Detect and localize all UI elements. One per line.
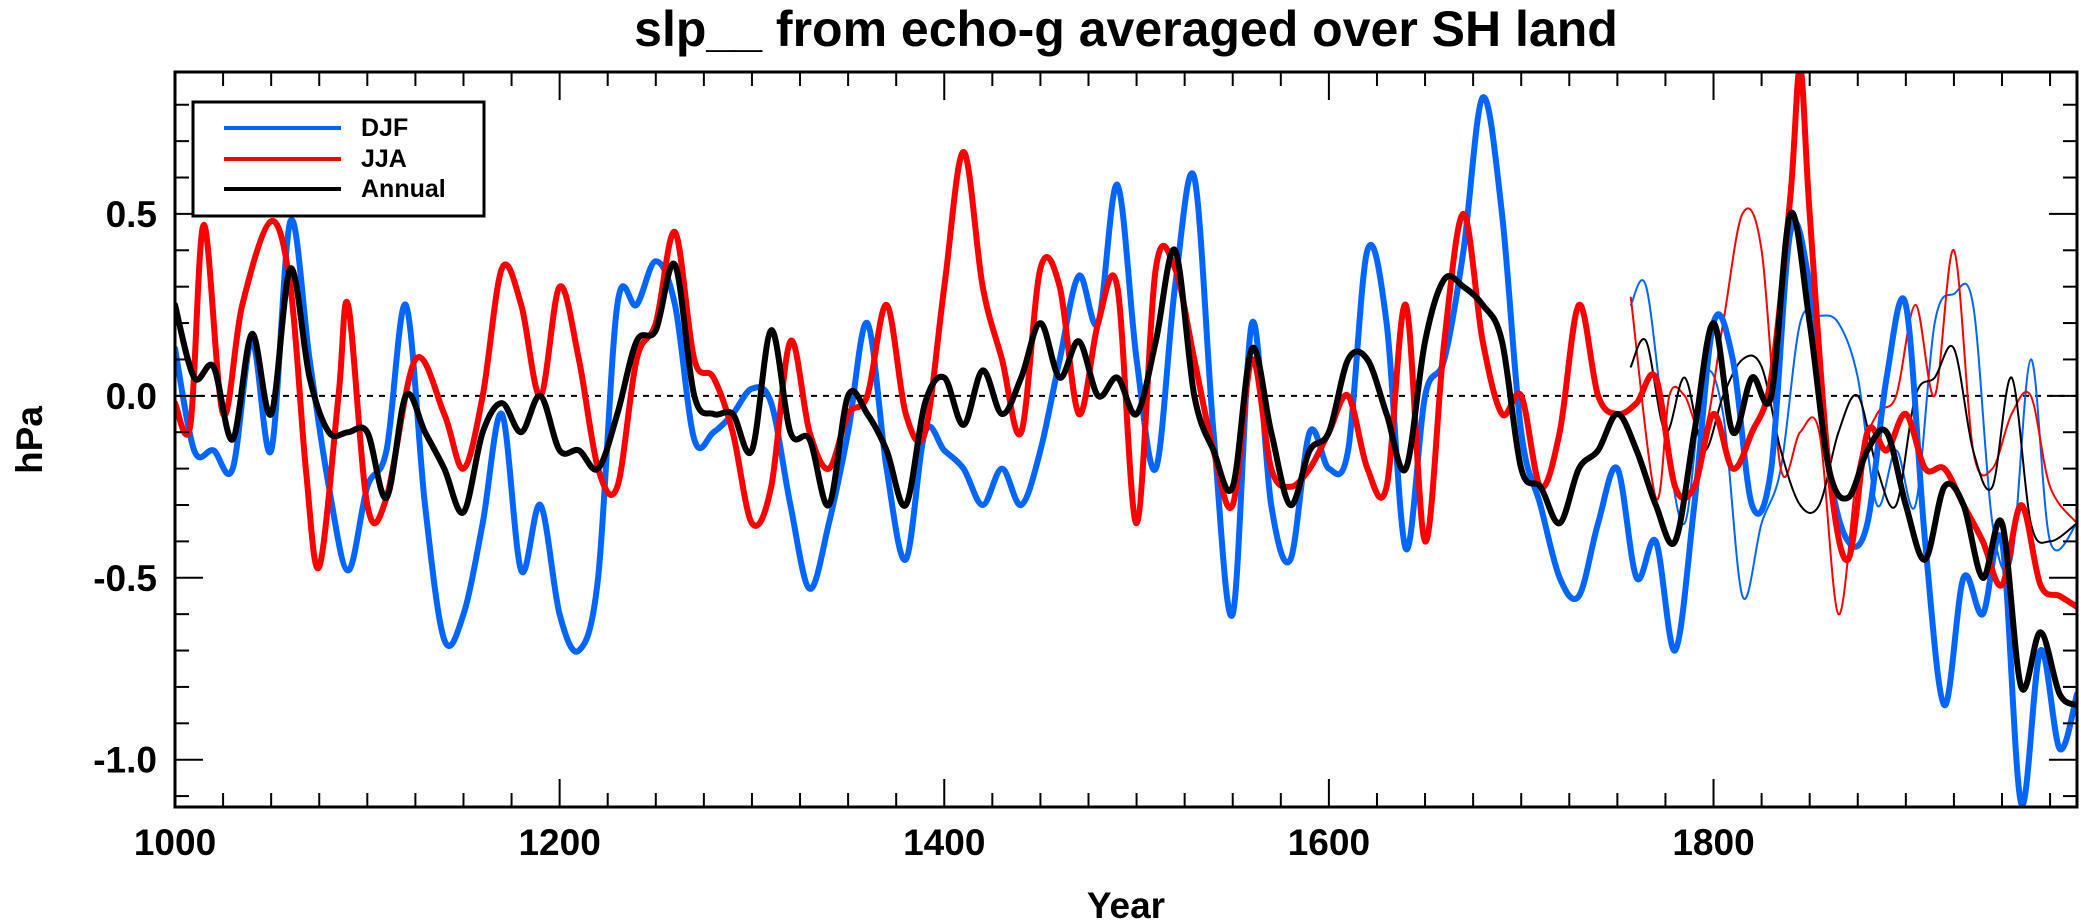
y-tick-label: 0.5 [106,194,157,235]
x-tick-label: 1200 [518,822,600,863]
y-tick-label: -0.5 [93,558,157,599]
x-tick-label: 1000 [134,822,216,863]
series-line-annual [175,209,2077,709]
chart-title: slp__ from echo-g averaged over SH land [634,1,1618,57]
x-tick-label: 1600 [1288,822,1370,863]
series-line-jja [175,72,2077,610]
legend-label-annual: Annual [361,175,446,203]
y-axis-label: hPa [9,406,50,474]
legend-label-jja: JJA [361,145,407,173]
y-tick-label: 0.0 [106,376,157,417]
plot-frame [173,70,2079,809]
legend-label-djf: DJF [361,114,408,142]
legend: DJF JJA Annual [191,100,486,218]
x-axis-label: Year [1087,885,1165,924]
x-tick-label: 1400 [903,822,985,863]
x-tick-label: 1800 [1672,822,1754,863]
series-line-djf [175,94,2077,807]
y-tick-label: -1.0 [93,740,157,781]
